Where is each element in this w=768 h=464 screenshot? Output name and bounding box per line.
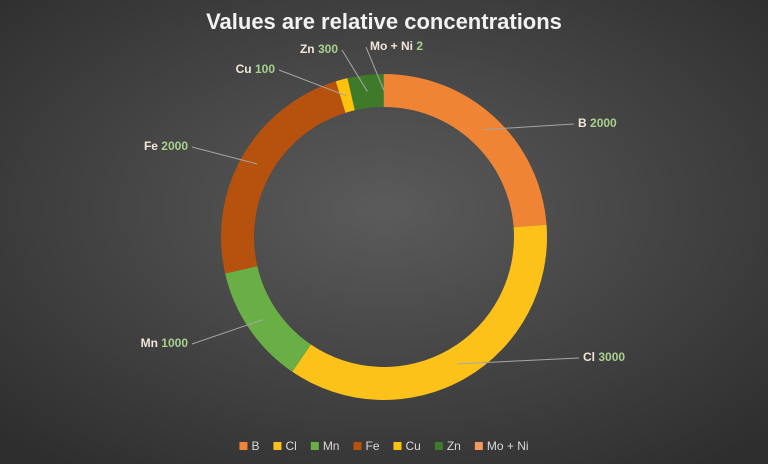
data-label-value: 1000 [161, 336, 188, 350]
legend-label: Zn [447, 439, 461, 453]
data-label-name: Mo + Ni [370, 39, 413, 53]
legend-swatch [393, 442, 402, 450]
data-label-name: Cu [236, 62, 252, 76]
legend-label: Mn [323, 439, 340, 453]
doughnut-segment [384, 74, 547, 228]
data-label: B 2000 [578, 116, 617, 130]
data-label-name: Zn [300, 42, 315, 56]
doughnut-segment [221, 81, 346, 274]
doughnut-segment [292, 224, 547, 400]
data-label-value: 2 [416, 39, 423, 53]
data-label-value: 2000 [161, 139, 188, 153]
data-label: Cl 3000 [583, 350, 625, 364]
data-label: Mn 1000 [141, 336, 189, 350]
data-label: Mo + Ni 2 [370, 39, 423, 53]
leader-line [278, 69, 347, 97]
data-label-name: Cl [583, 350, 595, 364]
leader-line [191, 146, 258, 165]
legend-label: Mo + Ni [487, 439, 529, 453]
legend-label: Cu [406, 439, 421, 453]
data-label: Cu 100 [236, 62, 276, 76]
leader-line [457, 357, 580, 365]
data-label-value: 3000 [598, 350, 625, 364]
legend-swatch [474, 442, 483, 450]
leader-line [341, 49, 368, 92]
doughnut-segment [225, 266, 311, 372]
legend-label: Fe [365, 439, 379, 453]
leader-line [191, 319, 264, 345]
chart-title: Values are relative concentrations [206, 9, 562, 34]
data-label: Zn 300 [300, 42, 338, 56]
legend-swatch [353, 442, 362, 450]
legend-swatch [434, 442, 443, 450]
leader-line [365, 46, 385, 91]
legend-label: B [251, 439, 259, 453]
leader-line [483, 123, 575, 131]
data-label-value: 2000 [590, 116, 617, 130]
legend-swatch [273, 442, 282, 450]
legend-label: Cl [285, 439, 296, 453]
legend: B Cl Mn Fe Cu Zn Mo + Ni [239, 439, 529, 453]
data-label-name: Mn [141, 336, 158, 350]
data-label: Fe 2000 [144, 139, 188, 153]
legend-swatch [239, 442, 248, 450]
data-label-name: B [578, 116, 587, 130]
legend-swatch [310, 442, 319, 450]
data-label-name: Fe [144, 139, 158, 153]
data-label-value: 100 [255, 62, 275, 76]
data-label-value: 300 [318, 42, 338, 56]
doughnut-segment [347, 74, 384, 111]
